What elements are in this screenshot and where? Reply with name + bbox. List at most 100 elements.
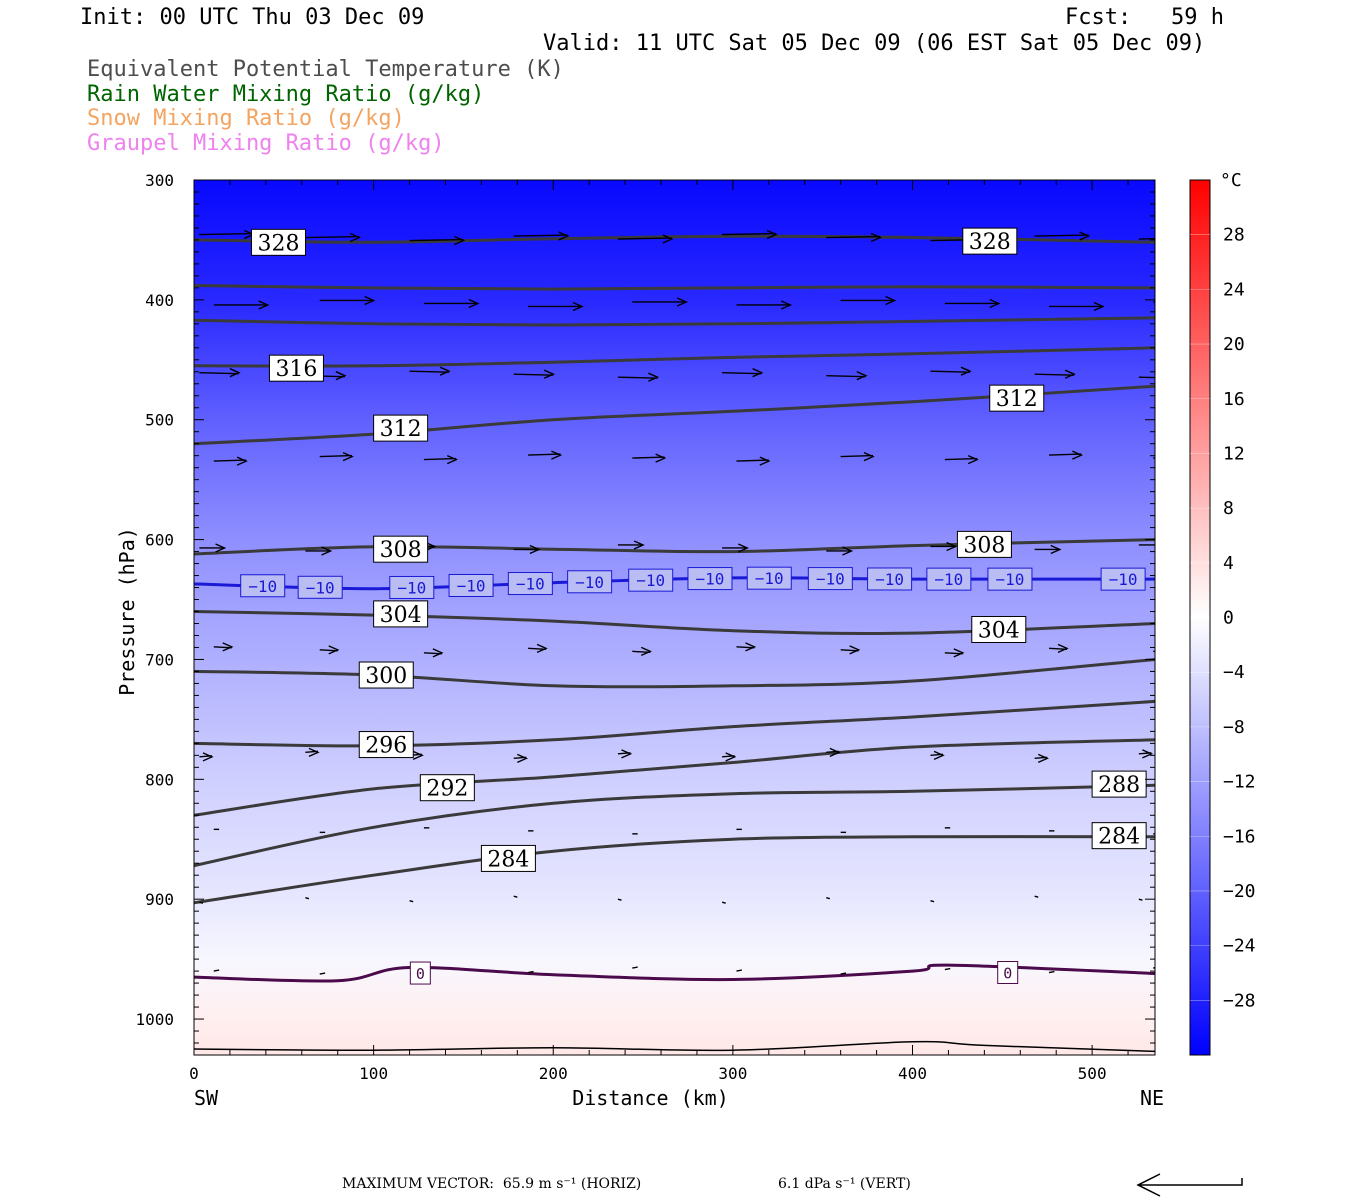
theta-e-label-box	[268, 354, 324, 382]
wind-vector-head	[1050, 544, 1062, 555]
wind-vector-head	[412, 750, 424, 760]
field-label-graupel: Graupel Mixing Ratio (g/kg)	[87, 131, 445, 156]
colorbar-tick-label: 16	[1223, 389, 1245, 410]
wind-vector	[513, 234, 568, 237]
wind-vector	[1034, 373, 1075, 376]
isotherm-minus10-label-box	[807, 567, 853, 591]
wind-vector-head	[572, 301, 584, 312]
isotherm-minus10-label: −10	[516, 575, 545, 594]
wind-vector-head	[222, 642, 234, 652]
wind-vector-head	[737, 543, 749, 553]
wind-vector-head	[551, 450, 563, 460]
wind-vector-head	[335, 371, 347, 381]
wind-vector-head	[1079, 231, 1091, 241]
wind-vector-head	[1142, 749, 1154, 759]
colorbar-tick-label: −16	[1223, 826, 1256, 847]
wind-vector	[528, 453, 561, 456]
wind-vector-head	[640, 646, 652, 657]
wind-vector-head	[621, 749, 633, 759]
wind-vector	[1153, 650, 1155, 653]
wind-vector	[826, 897, 831, 900]
wind-vector-head	[933, 750, 945, 760]
wind-vector	[1138, 898, 1143, 901]
wind-vector	[1138, 238, 1155, 240]
theta-e-label-300: 300	[365, 664, 407, 689]
wind-vector	[840, 454, 874, 458]
theta-e-label-box	[962, 227, 1018, 255]
y-tick-label: 1000	[135, 1010, 174, 1029]
theta-e-label-312: 312	[380, 417, 422, 442]
wind-vector-head	[229, 368, 241, 378]
theta-e-label-304: 304	[978, 618, 1020, 643]
x-axis-label: Distance (km)	[572, 1086, 729, 1110]
wind-vector-head	[633, 540, 645, 550]
wind-vector-head	[529, 544, 541, 555]
wind-vector	[930, 900, 935, 903]
wind-vector	[305, 235, 360, 239]
wind-vector-head	[967, 454, 979, 465]
isotherm-minus10-label-box	[926, 567, 972, 591]
y-tick-label: 900	[145, 890, 174, 909]
theta-e-label-284: 284	[1098, 825, 1140, 850]
colorbar-tick-label: 24	[1223, 279, 1245, 300]
isotherm-minus10-label: −10	[636, 571, 665, 590]
theta-e-contour-292	[194, 738, 1155, 817]
vert-vector-note: 6.1 dPa s⁻¹ (VERT)	[778, 1176, 911, 1192]
wind-vector-head	[1169, 373, 1178, 381]
wind-vector	[826, 374, 866, 378]
colorbar-unit: °C	[1220, 170, 1242, 191]
max-vector-note: MAXIMUM VECTOR: 65.9 m s⁻¹ (HORIZ)	[342, 1176, 642, 1192]
colorbar-tick-label: 28	[1223, 225, 1245, 246]
theta-e-contour-320	[194, 316, 1155, 327]
init-time: Init: 00 UTC Thu 03 Dec 09	[80, 5, 425, 30]
wind-vector-head	[856, 371, 868, 381]
isotherm-zero-label: 0	[1003, 965, 1012, 983]
theta-e-contour-324	[194, 284, 1155, 291]
wind-vector-head	[454, 235, 466, 246]
isotherm-minus10-label-box	[567, 570, 613, 594]
wind-vector	[944, 457, 978, 461]
isotherm-minus10-label-box	[746, 566, 792, 590]
y-tick-label: 600	[145, 531, 174, 550]
wind-vector-head	[1093, 301, 1105, 312]
wind-vector-head	[648, 372, 660, 382]
x-tick-label: 500	[1078, 1064, 1107, 1083]
field-label-theta-e: Equivalent Potential Temperature (K)	[87, 57, 564, 82]
wind-vector	[199, 901, 204, 904]
isotherm-minus10-label: −10	[755, 569, 784, 588]
wind-vector	[1153, 967, 1155, 969]
isotherm-minus10-label-box	[628, 568, 674, 592]
theta-e-label-box	[373, 600, 429, 628]
wind-vector-head	[1072, 450, 1084, 460]
wind-vector-head	[766, 229, 778, 240]
colorbar-tick-label: −20	[1223, 881, 1256, 902]
wind-vector	[319, 972, 326, 975]
wind-vector-head	[863, 451, 875, 462]
isotherm-minus10-label: −10	[816, 570, 845, 589]
isotherm-minus10-label: −10	[1109, 570, 1138, 589]
wind-vector-head	[258, 300, 270, 310]
wind-vector	[199, 371, 239, 375]
x-end-label-ne: NE	[1140, 1086, 1164, 1110]
colorbar-tick-label: −24	[1223, 936, 1256, 957]
colorbar-tick-label: −4	[1223, 662, 1245, 683]
wind-vector-head	[349, 232, 361, 243]
wind-vector-head	[425, 541, 437, 552]
wind-vector	[632, 966, 638, 969]
wind-vector-head	[321, 546, 333, 556]
isotherm-minus10-label: −10	[696, 570, 725, 589]
theta-e-contour-284	[194, 835, 1155, 905]
theta-e-label-328: 328	[969, 230, 1011, 255]
wind-vector-head	[759, 456, 771, 466]
isotherm-minus10-label: −10	[397, 578, 426, 597]
wind-vector-head	[655, 453, 667, 463]
theta-e-contour-304	[194, 610, 1155, 636]
plot-frame	[193, 179, 1156, 1056]
wind-vector-head	[1162, 647, 1171, 655]
wind-vector	[1153, 457, 1155, 459]
reference-vector-arrow	[1136, 1173, 1243, 1197]
x-tick-label: 100	[359, 1064, 388, 1083]
wind-vector	[423, 457, 457, 461]
theta-e-label-284: 284	[487, 847, 529, 872]
wind-vector	[513, 373, 554, 376]
